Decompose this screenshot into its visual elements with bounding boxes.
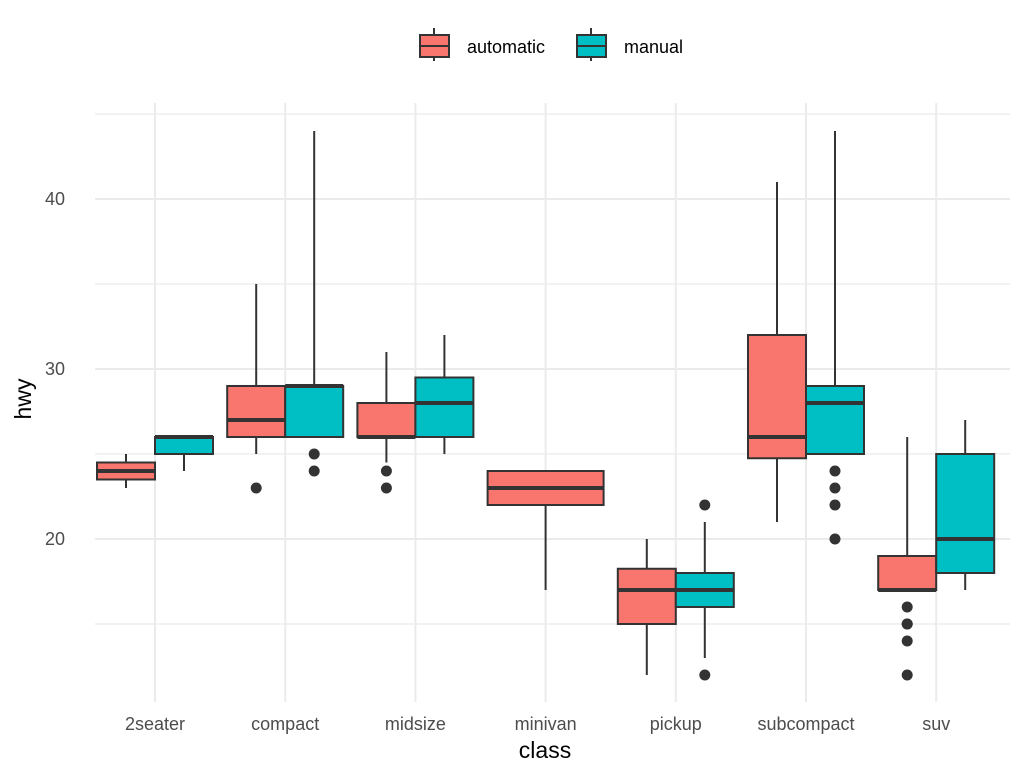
outlier-point: [829, 533, 841, 545]
x-tick-label: suv: [922, 714, 950, 734]
box-manual-subcompact: [805, 131, 865, 545]
box-manual-suv: [935, 420, 996, 590]
outlier-point: [901, 635, 913, 647]
box-iqr: [284, 385, 345, 438]
box-iqr: [154, 436, 214, 455]
outlier-point: [901, 669, 913, 681]
outlier-point: [699, 499, 711, 511]
x-tick-label: compact: [251, 714, 319, 734]
box-manual-compact: [284, 131, 345, 477]
x-tick-label: pickup: [650, 714, 702, 734]
box-manual-2seater: [154, 435, 214, 471]
box-automatic-suv: [877, 437, 938, 681]
outlier-point: [250, 482, 262, 494]
plot-area: [96, 131, 996, 681]
box-automatic-minivan: [486, 470, 605, 590]
outlier-point: [380, 482, 392, 494]
legend-label: manual: [624, 37, 683, 57]
box-iqr: [226, 385, 287, 438]
x-tick-label: minivan: [515, 714, 577, 734]
outlier-point: [829, 482, 841, 494]
box-iqr: [877, 555, 938, 591]
box-manual-pickup: [674, 499, 735, 681]
box-automatic-midsize: [356, 352, 417, 494]
outlier-point: [901, 601, 913, 613]
x-tick-label: midsize: [385, 714, 446, 734]
x-tick-label: subcompact: [757, 714, 854, 734]
box-automatic-compact: [226, 284, 287, 494]
box-iqr: [935, 453, 996, 574]
y-axis-title: hwy: [10, 378, 36, 419]
outlier-point: [308, 465, 320, 477]
outlier-point: [829, 499, 841, 511]
y-tick-label: 40: [45, 189, 65, 209]
y-axis-ticks: 20 30 40: [45, 189, 65, 549]
box-iqr: [356, 402, 417, 438]
box-manual-midsize: [414, 335, 475, 454]
box-iqr: [805, 385, 865, 455]
box-iqr: [747, 334, 807, 460]
legend-item-manual: manual: [576, 28, 683, 61]
box-automatic-subcompact: [747, 182, 807, 522]
x-tick-label: 2seater: [125, 714, 185, 734]
outlier-point: [380, 465, 392, 477]
outlier-point: [829, 465, 841, 477]
legend-item-automatic: automatic: [419, 28, 545, 61]
box-iqr: [414, 376, 475, 438]
x-axis-ticks: 2seater compact midsize minivan pickup subcom…: [125, 714, 950, 734]
x-axis-title: class: [519, 737, 571, 763]
outlier-point: [699, 669, 711, 681]
y-tick-label: 30: [45, 359, 65, 379]
outlier-point: [308, 448, 320, 460]
y-tick-label: 20: [45, 529, 65, 549]
box-iqr: [616, 567, 677, 625]
box-automatic-pickup: [616, 539, 677, 675]
box-automatic-2seater: [96, 454, 156, 488]
outlier-point: [901, 618, 913, 630]
legend-label: automatic: [467, 37, 545, 57]
legend: automatic manual: [419, 28, 683, 61]
